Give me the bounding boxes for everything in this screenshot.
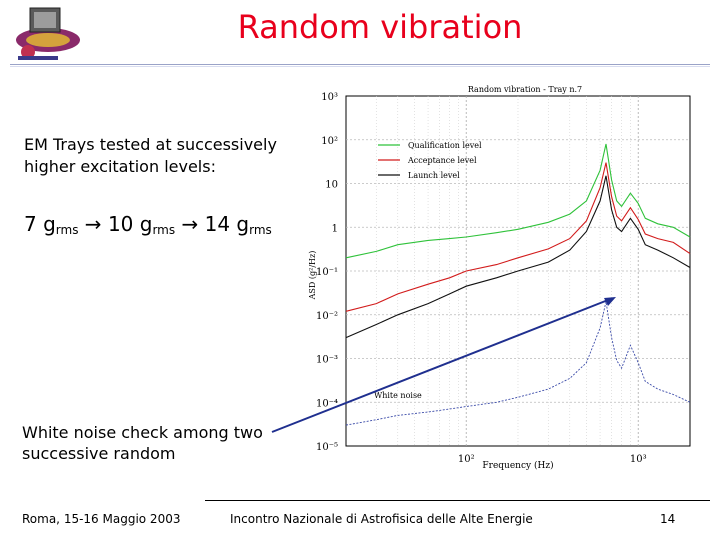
- level-10: 10 g: [107, 212, 153, 236]
- legend-label: Acceptance level: [407, 156, 477, 165]
- rms-sub-1: rms: [55, 223, 79, 237]
- y-tick-label: 10: [325, 180, 338, 191]
- level-arrow-1: →: [78, 212, 108, 236]
- pointer-arrow-line: [271, 299, 609, 433]
- footer-date: Roma, 15-16 Maggio 2003: [22, 512, 181, 526]
- rms-sub-2: rms: [152, 223, 176, 237]
- y-tick-label: 10²: [321, 136, 338, 147]
- level-14: 14 g: [204, 212, 250, 236]
- legend-label: Launch level: [408, 171, 460, 180]
- series-line-launch-level: [345, 175, 691, 339]
- y-tick-label: 10⁻²: [316, 311, 338, 322]
- y-tick-label: 1: [332, 223, 338, 234]
- series-line-white-noise: [345, 301, 691, 426]
- glast-logo: [16, 7, 80, 60]
- footer-rule: [205, 500, 710, 501]
- x-axis-label: Frequency (Hz): [482, 460, 553, 471]
- title-divider: [10, 64, 710, 65]
- series-line-qualification-level: [345, 143, 691, 259]
- level-7: 7 g: [24, 212, 56, 236]
- rms-sub-3: rms: [249, 223, 272, 237]
- y-tick-label: 10⁻³: [316, 355, 338, 366]
- white-noise-annotation: White noise: [374, 391, 422, 400]
- y-tick-label: 10³: [321, 92, 338, 103]
- y-tick-label: 10⁻⁴: [316, 398, 338, 409]
- y-tick-label: 10⁻¹: [316, 267, 338, 278]
- level-arrow-2: →: [175, 212, 205, 236]
- page-number: 14: [660, 512, 676, 526]
- footer-conference: Incontro Nazionale di Astrofisica delle …: [230, 512, 533, 526]
- y-tick-label: 10⁻⁵: [316, 442, 338, 453]
- intro-text: EM Trays tested at successively higher e…: [24, 135, 277, 176]
- pointer-arrow-head: [604, 297, 616, 306]
- slide-title: Random vibration: [237, 8, 523, 46]
- x-tick-label: 10³: [630, 454, 647, 465]
- x-tick-label: 10²: [458, 454, 475, 465]
- chart-layer: 10³ 10² 10 1 10⁻¹ 10⁻² 10⁻³ 10⁻⁴ 10⁻⁵ 10² 10³ Rando…: [271, 85, 691, 471]
- white-noise-note: White noise check among two successive r…: [22, 423, 263, 463]
- title-divider-shadow: [10, 66, 710, 67]
- series-line-acceptance-level: [345, 162, 691, 312]
- chart-title: Random vibration - Tray n.7: [468, 85, 582, 94]
- legend-label: Qualification level: [408, 141, 482, 150]
- excitation-levels: 7 grms → 10 grms → 14 grms: [24, 212, 272, 237]
- y-axis-label: ASD (g²/Hz): [308, 251, 317, 301]
